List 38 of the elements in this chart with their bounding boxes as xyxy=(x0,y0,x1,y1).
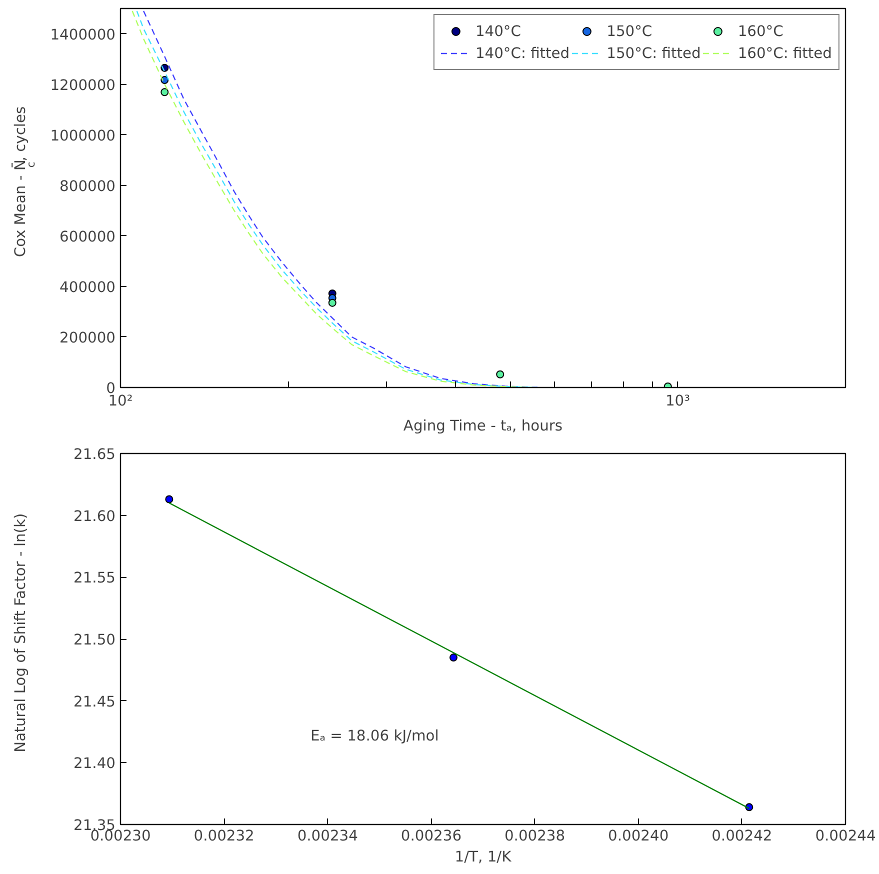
legend-label: 150°C xyxy=(606,22,652,40)
x-tick-label: 0.00234 xyxy=(297,828,358,844)
y-tick-label: 21.60 xyxy=(74,508,116,525)
x-axis-title: Aging Time - tₐ, hours xyxy=(403,418,563,434)
x-tick-label: 0.00232 xyxy=(194,828,254,844)
y-tick-label: 1200000 xyxy=(50,76,116,94)
x-tick-label: 0.00240 xyxy=(608,828,669,844)
point xyxy=(160,88,169,96)
legend-label: 150°C: fitted xyxy=(606,44,701,62)
legend-label: 160°C xyxy=(738,22,784,40)
y-tick-label: 400000 xyxy=(60,278,116,296)
y-axis-title: Natural Log of Shift Factor - ln(k) xyxy=(12,513,29,752)
y-tick-label: 21.45 xyxy=(74,693,116,710)
x-tick-label: 0.00244 xyxy=(815,828,876,844)
y-tick-label: 21.65 xyxy=(74,446,116,463)
point xyxy=(328,298,336,307)
y-tick-label: 1400000 xyxy=(50,26,116,44)
y-axis-title: Cox Mean - N̄c, cycles xyxy=(11,106,38,258)
point xyxy=(496,370,504,378)
x-tick-label: 0.00236 xyxy=(400,828,462,844)
x-tick-label: 0.00238 xyxy=(504,828,566,844)
legend-label: 160°C: fitted xyxy=(738,44,832,62)
y-tick-label: 600000 xyxy=(60,228,116,246)
y-tick-label: 200000 xyxy=(60,329,116,346)
x-tick-label: 10³ xyxy=(665,392,690,410)
x-tick-label: 10² xyxy=(108,392,133,410)
y-tick-label: 21.50 xyxy=(74,632,116,648)
point xyxy=(449,654,458,662)
point xyxy=(165,495,174,504)
annotation: Eₐ = 18.06 kJ/mol xyxy=(310,728,439,744)
y-tick-label: 21.55 xyxy=(74,570,116,587)
y-tick-label: 21.40 xyxy=(74,755,116,772)
y-tick-label: 800000 xyxy=(60,178,116,195)
x-tick-label: 0.00242 xyxy=(712,828,772,844)
y-tick-label: 1000000 xyxy=(50,127,116,144)
legend-label: 140°C: fitted xyxy=(475,44,570,62)
legend-label: 140°C xyxy=(475,22,521,40)
x-axis-title: 1/T, 1/K xyxy=(454,848,512,866)
